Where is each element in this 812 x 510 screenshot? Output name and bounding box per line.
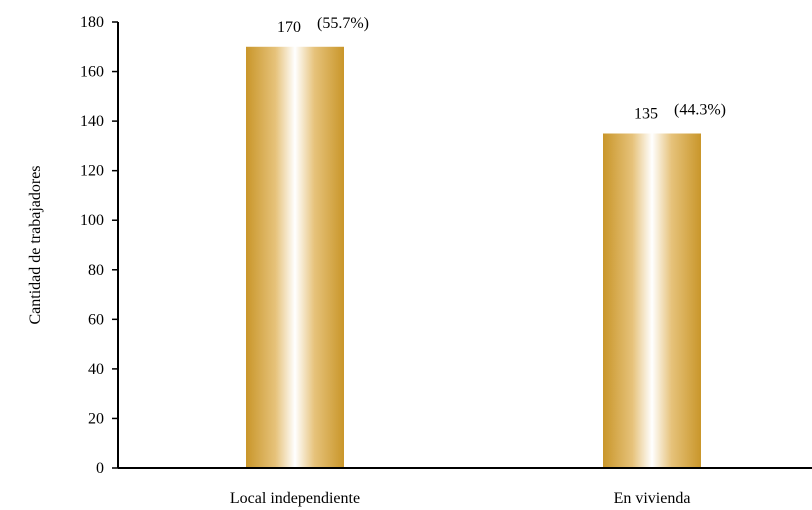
y-axis: 0 20 40 60 80 100 120 140 160 180 (80, 14, 118, 477)
x-category-label: Local independiente (230, 490, 360, 507)
y-tick-label: 120 (80, 163, 104, 180)
y-tick-label: 140 (80, 113, 104, 130)
bar-percent-label: (44.3%) (674, 102, 726, 119)
y-tick-label: 80 (88, 262, 104, 279)
bar-percent-label: (55.7%) (317, 15, 369, 32)
bar (246, 46, 344, 469)
bar (603, 133, 701, 468)
bar-value-label: 135 (634, 106, 658, 123)
y-tick-label: 0 (96, 460, 104, 477)
y-tick-label: 60 (88, 311, 104, 328)
y-tick-label: 20 (88, 410, 104, 427)
y-tick-label: 160 (80, 64, 104, 81)
x-category-label: En vivienda (614, 490, 691, 507)
y-tick-label: 180 (80, 14, 104, 31)
y-tick-label: 100 (80, 212, 104, 229)
y-axis-title: Cantidad de trabajadores (27, 165, 44, 324)
labels-group: Local independiente 170 (55.7%) En vivienda… (230, 15, 726, 507)
bars-group (246, 46, 701, 469)
bar-value-label: 170 (277, 19, 301, 36)
y-tick-label: 40 (88, 361, 104, 378)
